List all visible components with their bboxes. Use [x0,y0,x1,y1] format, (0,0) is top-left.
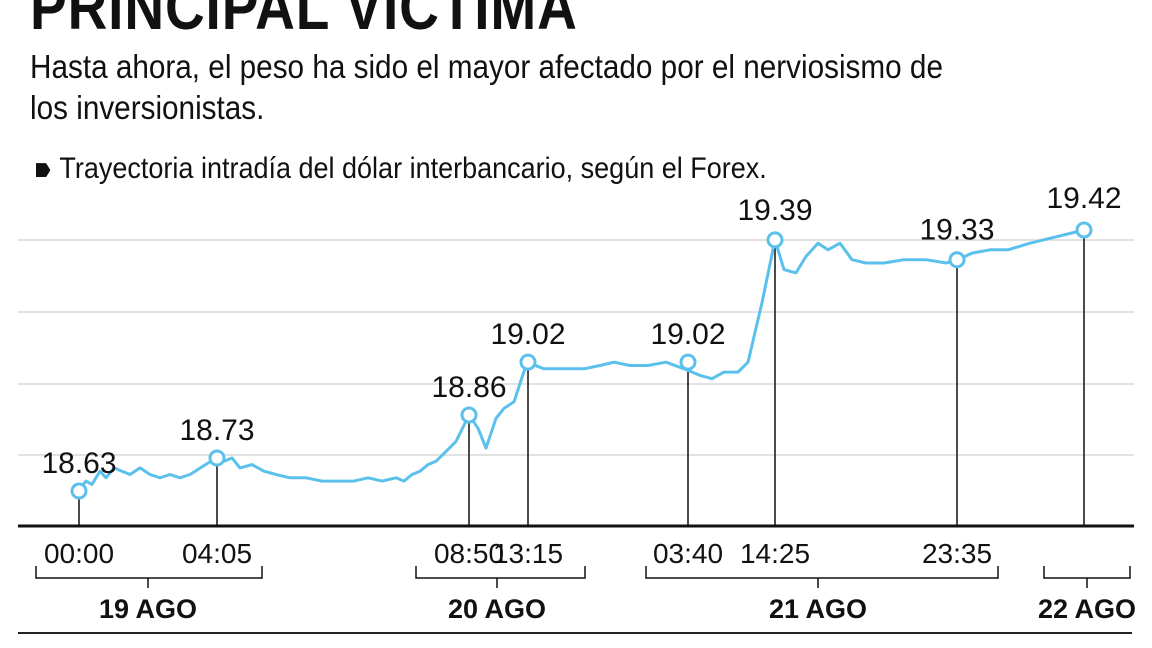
value-label-3: 19.02 [490,318,565,351]
day-label-0: 19 AGO [99,594,197,624]
time-label-2: 08:50 [434,538,504,569]
marker-0 [70,482,88,500]
value-label-1: 18.73 [179,414,254,447]
value-label-6: 19.33 [919,214,994,247]
value-label-0: 18.63 [41,447,116,480]
time-label-6: 23:35 [922,538,992,569]
time-label-4: 03:40 [653,538,723,569]
series-layer [76,228,1085,492]
marker-6 [948,251,966,269]
chart-title: PRINCIPAL VÍCTIMA [30,0,578,43]
day-label-3: 22 AGO [1038,594,1136,624]
annotation-labels: 18.63 18.73 18.86 19.02 19.02 19.39 19.33 19.42 [41,182,1121,480]
note-text: Trayectoria intradía del dólar interbanc… [59,152,767,185]
day-label-2: 21 AGO [769,594,867,624]
day-bracket-2 [645,566,999,588]
day-bracket-1 [415,566,586,588]
chart-subtitle: Hasta ahora, el peso ha sido el mayor af… [30,48,943,126]
annotation-drop-lines [78,230,1085,526]
marker-2 [460,406,478,424]
marker-1 [208,449,226,467]
day-bracket-0 [35,566,263,588]
time-label-1: 04:05 [182,538,252,569]
day-labels: 19 AGO 20 AGO 21 AGO 22 AGO [35,566,1136,624]
marker-3 [519,353,537,371]
day-bracket-3 [1043,566,1131,588]
chart-note: Trayectoria intradía del dólar interbanc… [36,152,767,186]
time-label-3: 13:15 [493,538,563,569]
day-label-1: 20 AGO [448,594,546,624]
series-line [76,228,1085,492]
time-label-5: 14:25 [740,538,810,569]
footer-divider [18,632,1132,634]
bullet-icon [36,163,51,178]
annotation-markers [70,221,1093,500]
marker-4 [679,353,697,371]
value-label-4: 19.02 [650,318,725,351]
value-label-5: 19.39 [737,194,812,227]
value-label-7: 19.42 [1046,182,1121,215]
marker-7 [1075,221,1093,239]
time-label-0: 00:00 [44,538,114,569]
marker-5 [766,231,784,249]
gridlines [18,239,1134,528]
value-label-2: 18.86 [431,371,506,404]
